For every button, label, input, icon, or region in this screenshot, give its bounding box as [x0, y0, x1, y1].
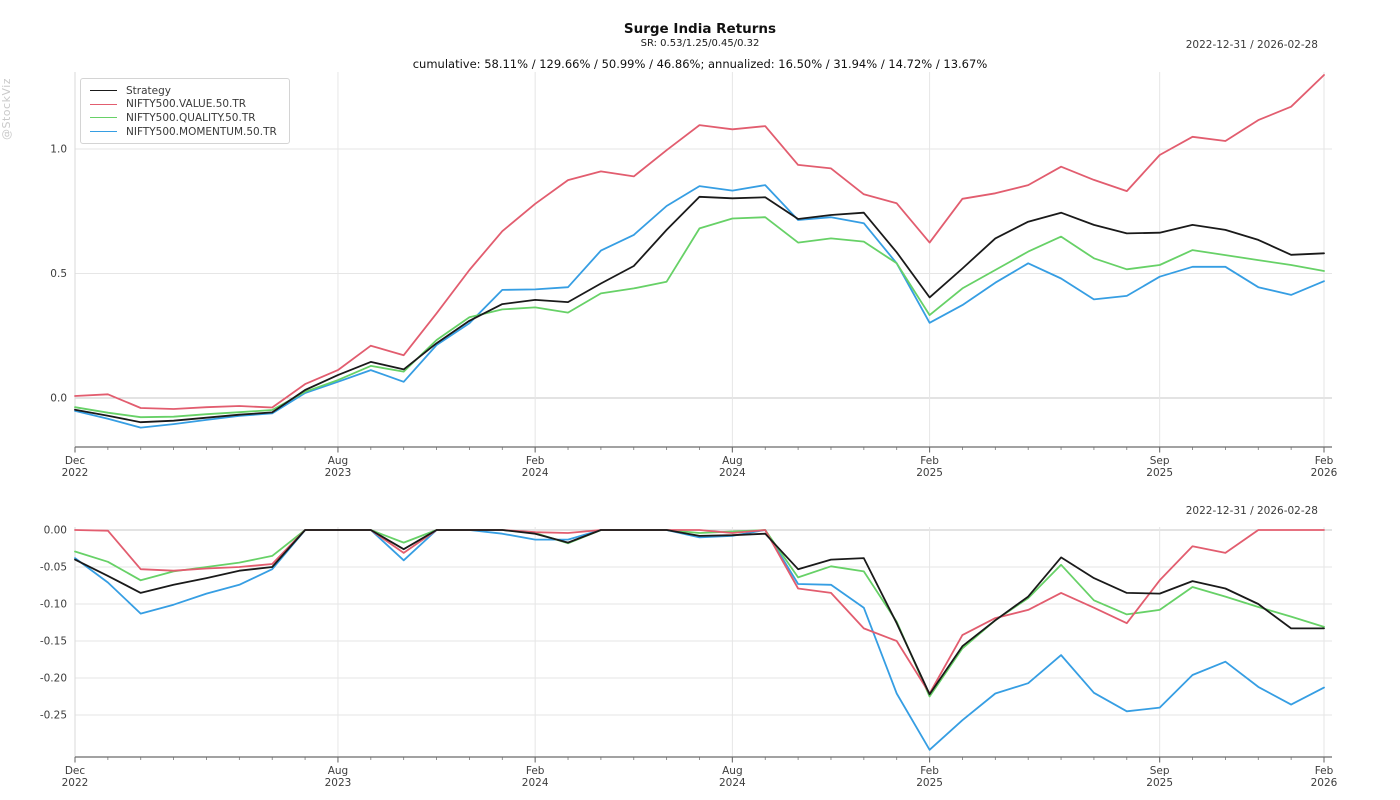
y-tick-label: -0.10 — [40, 599, 67, 611]
x-tick-year: 2025 — [916, 467, 943, 479]
x-tick-month: Feb — [1315, 455, 1334, 467]
x-tick-month: Aug — [722, 765, 743, 777]
y-tick-label: 0.5 — [50, 268, 67, 280]
x-tick-month: Feb — [526, 455, 545, 467]
y-tick-label: 1.0 — [50, 144, 67, 156]
legend-label: NIFTY500.VALUE.50.TR — [126, 98, 247, 111]
x-tick-year: 2023 — [325, 467, 352, 479]
stockviz-watermark: @StockViz — [0, 77, 13, 140]
sharpe-ratio-subtitle: SR: 0.53/1.25/0.45/0.32 — [640, 38, 760, 49]
series-line-momentum — [74, 529, 1325, 751]
series-line-value — [74, 74, 1325, 410]
series-line-value — [74, 529, 1325, 695]
x-tick-month: Dec — [65, 765, 86, 777]
page-title: Surge India Returns — [623, 21, 777, 37]
strategy-line-swatch — [90, 90, 117, 92]
x-tick-year: 2024 — [719, 777, 746, 789]
x-tick-month: Sep — [1150, 455, 1170, 467]
series-line-momentum — [74, 184, 1325, 429]
x-tick-year: 2024 — [522, 777, 549, 789]
y-tick-label: -0.20 — [40, 673, 67, 685]
legend-label: NIFTY500.QUALITY.50.TR — [126, 111, 256, 124]
x-tick-year: 2024 — [719, 467, 746, 479]
series-line-quality — [74, 216, 1325, 419]
y-tick-label: -0.15 — [40, 636, 67, 648]
legend-item-quality: NIFTY500.QUALITY.50.TR — [90, 111, 277, 125]
y-tick-label: 0.00 — [44, 525, 67, 537]
x-tick-year: 2026 — [1311, 467, 1338, 479]
legend: Strategy NIFTY500.VALUE.50.TR NIFTY500.Q… — [80, 78, 290, 145]
series-line-quality — [74, 529, 1325, 698]
y-tick-label: 0.0 — [50, 393, 67, 405]
x-tick-year: 2025 — [916, 777, 943, 789]
x-tick-year: 2024 — [522, 467, 549, 479]
x-tick-year: 2023 — [325, 777, 352, 789]
x-tick-month: Aug — [328, 455, 349, 467]
value-line-swatch — [90, 103, 117, 105]
legend-label: NIFTY500.MOMENTUM.50.TR — [126, 125, 277, 138]
series-line-strategy — [74, 195, 1325, 424]
date-range-bottom: 2022-12-31 / 2026-02-28 — [1185, 505, 1318, 517]
legend-item-strategy: Strategy — [90, 84, 277, 98]
momentum-line-swatch — [90, 131, 117, 133]
date-range-top: 2022-12-31 / 2026-02-28 — [1185, 39, 1318, 51]
series-line-strategy — [74, 529, 1325, 696]
x-tick-year: 2022 — [62, 777, 89, 789]
x-tick-month: Feb — [920, 455, 939, 467]
y-tick-label: -0.05 — [40, 562, 67, 574]
x-tick-month: Aug — [722, 455, 743, 467]
quality-line-swatch — [90, 117, 117, 119]
x-tick-year: 2025 — [1146, 777, 1173, 789]
x-tick-year: 2026 — [1311, 777, 1338, 789]
x-tick-year: 2025 — [1146, 467, 1173, 479]
x-tick-month: Aug — [328, 765, 349, 777]
x-tick-month: Feb — [526, 765, 545, 777]
x-tick-year: 2022 — [62, 467, 89, 479]
x-tick-month: Dec — [65, 455, 86, 467]
legend-label: Strategy — [126, 84, 171, 97]
x-tick-month: Feb — [920, 765, 939, 777]
cumulative-annualized-stats: cumulative: 58.11% / 129.66% / 50.99% / … — [412, 57, 988, 71]
x-tick-month: Feb — [1315, 765, 1334, 777]
y-tick-label: -0.25 — [40, 710, 67, 722]
legend-item-value: NIFTY500.VALUE.50.TR — [90, 98, 277, 112]
legend-item-momentum: NIFTY500.MOMENTUM.50.TR — [90, 125, 277, 139]
x-tick-month: Sep — [1150, 765, 1170, 777]
